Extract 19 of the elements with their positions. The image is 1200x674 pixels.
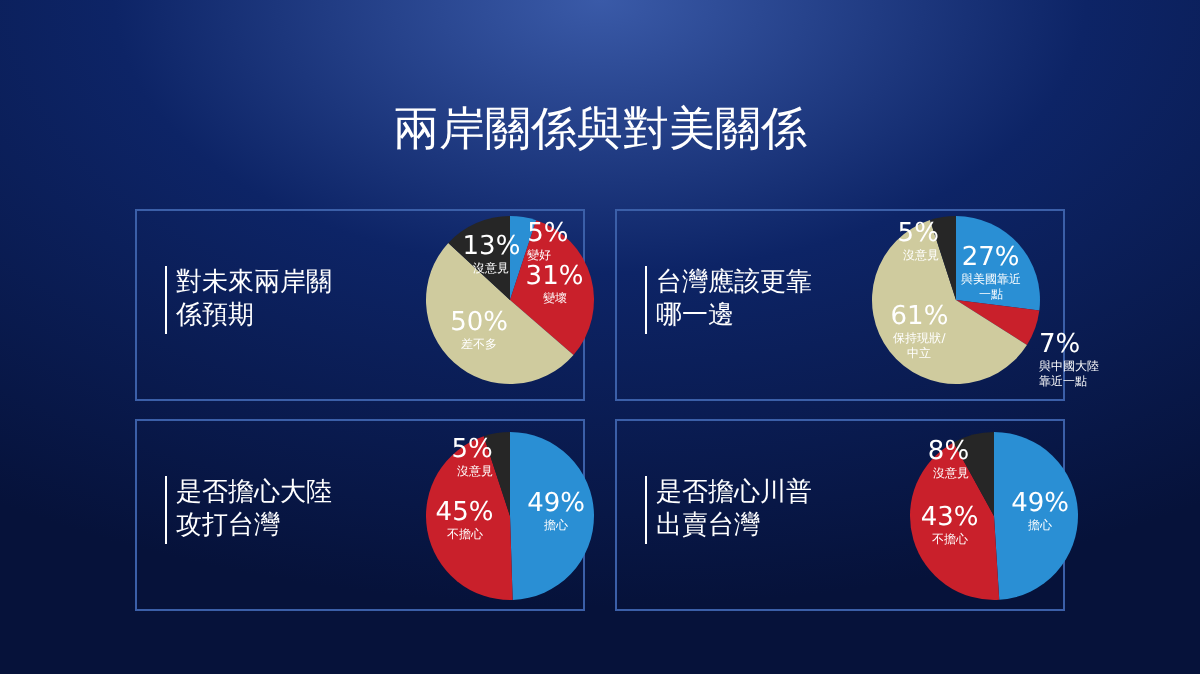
data-label: 5%	[527, 219, 569, 250]
data-label: 61%	[890, 302, 949, 333]
text: 是否擔心大陸攻打台灣	[176, 476, 332, 541]
data-label: 50%	[450, 308, 509, 339]
pie-slice	[994, 432, 1078, 600]
pie-slice	[510, 432, 594, 600]
text: 是否擔心川普出賣台灣	[656, 476, 812, 541]
data-label: 49%	[527, 489, 586, 520]
data-label: 49%	[1011, 488, 1070, 519]
data-label: 43%	[920, 502, 979, 533]
data-label: 7%	[1039, 330, 1081, 361]
data-label: 27%	[961, 243, 1020, 274]
pie-slice	[956, 300, 1040, 346]
data-label: 45%	[435, 498, 494, 529]
text: 對未來兩岸關係預期	[174, 268, 332, 331]
data-label: 8%	[927, 436, 970, 467]
text: 兩岸關係與對美關係	[393, 104, 807, 156]
data-label: 31%	[525, 261, 584, 292]
text: 台灣應該更靠哪一邊	[656, 266, 812, 331]
